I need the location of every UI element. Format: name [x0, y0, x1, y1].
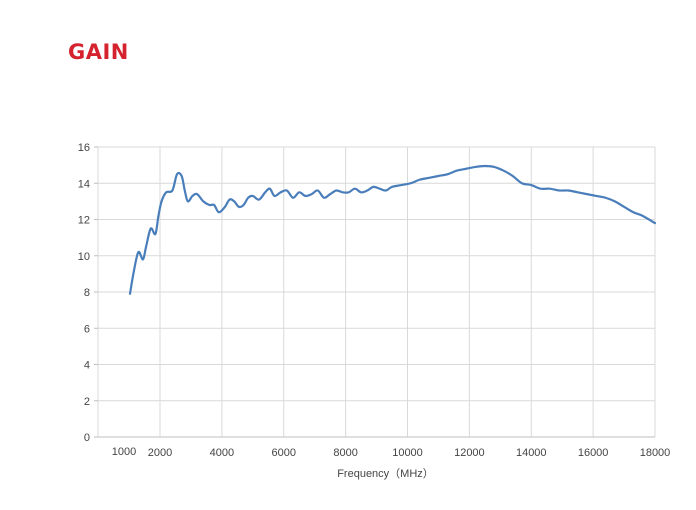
x-tick-label: 10000: [392, 447, 423, 459]
x-tick-label: 12000: [454, 447, 485, 459]
x-axis-ticks: 2000 4000 6000 8000 10000 12000 14000 16000 1800…: [148, 447, 671, 459]
x-tick-label: 14000: [516, 447, 547, 459]
x-tick-label: 8000: [333, 447, 357, 459]
x-axis-title: Frequency（MHz）: [337, 467, 434, 480]
x-tick-label: 18000: [640, 447, 671, 459]
y-tick-label: 14: [78, 178, 90, 190]
y-tick-label: 6: [84, 323, 90, 335]
y-tick-label: 8: [84, 287, 90, 299]
page-title: GAIN: [68, 40, 129, 64]
y-tick-label: 2: [84, 396, 90, 408]
x-tick-label: 2000: [148, 447, 172, 459]
gain-series-line: [128, 164, 657, 295]
y-axis-ticks: 0 2 4 6 8 10 12 14 16: [78, 142, 98, 444]
x-tick-label: 4000: [210, 447, 234, 459]
x-tick-label: 16000: [578, 447, 609, 459]
y-tick-label: 0: [84, 432, 90, 444]
grid-lines: [97, 146, 656, 437]
x-tick-label-1000: 1000: [112, 446, 136, 458]
y-tick-label: 12: [78, 215, 90, 227]
y-tick-label: 4: [84, 360, 90, 372]
y-tick-label: 10: [78, 251, 90, 263]
y-tick-label: 16: [78, 142, 90, 154]
x-tick-label: 6000: [272, 447, 296, 459]
